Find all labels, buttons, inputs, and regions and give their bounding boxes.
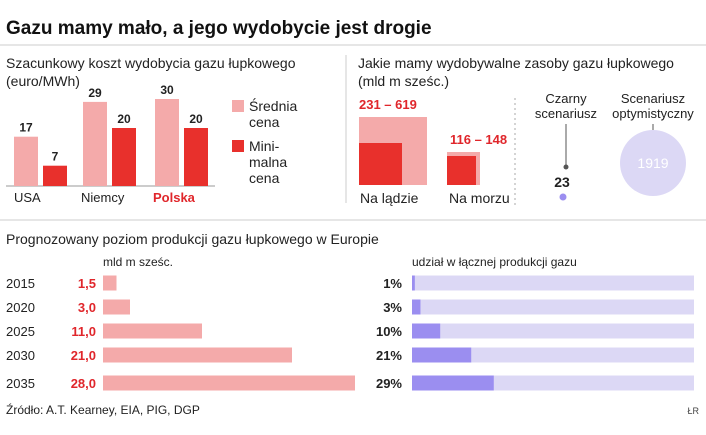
production-value: 3,0 — [78, 300, 96, 315]
source-note: Źródło: A.T. Kearney, EIA, PIG, DGP — [6, 402, 200, 417]
cost-category-label: Niemcy — [81, 190, 125, 205]
sea-reserve: 116 – 148 Na morzu — [447, 132, 510, 206]
legend-swatch — [232, 100, 244, 112]
production-bar — [103, 299, 130, 315]
production-bar — [103, 275, 117, 291]
production-bar — [103, 375, 355, 391]
share-value: 29% — [376, 376, 402, 391]
production-rows: 2015 1,5 1% 2020 3,0 3% 2025 11,0 10% 2030 21,0 21%… — [6, 275, 694, 391]
black-scenario-label-1: Czarny — [545, 91, 587, 106]
main-title: Gazu mamy mało, a jego wydobycie jest dr… — [6, 18, 432, 39]
optimistic-scenario: Scenariusz optymistyczny 1919 — [612, 91, 694, 196]
production-year: 2035 — [6, 376, 35, 391]
land-range-label: 231 – 619 — [359, 97, 417, 112]
production-title: Prognozowany poziom produkcji gazu łupko… — [6, 231, 379, 247]
cost-value-label: 20 — [117, 112, 131, 126]
share-bar — [412, 299, 421, 315]
production-bar — [103, 323, 202, 339]
black-scenario-leader-dot — [563, 164, 569, 170]
black-scenario-value: 23 — [554, 174, 570, 190]
reserves-panel: Jakie mamy wydobywalne zasoby gazu łupko… — [358, 55, 694, 206]
cost-value-label: 20 — [189, 112, 203, 126]
optimistic-bubble — [620, 130, 686, 196]
cost-bars: 17 7 USA 29 20 Niemcy 30 20 Polska — [14, 83, 208, 205]
cost-bar-polska-avg — [155, 99, 179, 186]
share-track — [412, 275, 694, 291]
cost-value-label: 17 — [19, 121, 33, 135]
optimistic-label-1: Scenariusz — [621, 91, 685, 106]
legend-label: cena — [249, 114, 280, 130]
legend-label: cena — [249, 170, 280, 186]
production-value: 1,5 — [78, 276, 96, 291]
optimistic-label-2: optymistyczny — [612, 106, 694, 121]
production-value: 11,0 — [71, 324, 96, 339]
black-scenario: Czarny scenariusz 23 — [535, 91, 597, 201]
share-bar — [412, 375, 494, 391]
cost-value-label: 29 — [88, 86, 102, 100]
share-track — [412, 299, 694, 315]
cost-bar-niemcy-min — [112, 128, 136, 186]
production-bar — [103, 347, 292, 363]
production-track — [103, 275, 355, 291]
share-bar — [412, 347, 472, 363]
production-year: 2015 — [6, 276, 35, 291]
cost-title: Szacunkowy koszt wydobycia gazu łupkoweg… — [6, 55, 296, 71]
cost-panel: Szacunkowy koszt wydobycia gazu łupkoweg… — [6, 55, 297, 205]
production-year: 2025 — [6, 324, 35, 339]
cost-category-label: Polska — [153, 190, 196, 205]
share-bar — [412, 275, 415, 291]
cost-bar-usa-avg — [14, 136, 38, 186]
land-label: Na lądzie — [360, 190, 419, 206]
sea-range-label: 116 – 148 — [450, 132, 507, 147]
share-value: 1% — [383, 276, 402, 291]
cost-bar-usa-min — [43, 165, 67, 186]
share-track — [412, 347, 694, 363]
sea-min-square — [447, 156, 476, 185]
cost-bar-polska-min — [184, 128, 208, 186]
share-track — [412, 323, 694, 339]
production-panel: Prognozowany poziom produkcji gazu łupko… — [6, 231, 694, 391]
production-value: 21,0 — [71, 348, 96, 363]
production-year: 2030 — [6, 348, 35, 363]
legend-label: Mini- — [249, 138, 280, 154]
production-track — [103, 299, 355, 315]
sea-label: Na morzu — [449, 190, 510, 206]
black-scenario-label-2: scenariusz — [535, 106, 597, 121]
legend-label: Średnia — [249, 97, 297, 114]
optimistic-value: 1919 — [637, 155, 668, 171]
cost-unit: (euro/MWh) — [6, 73, 80, 89]
production-col-right: udział w łącznej produkcji gazu — [412, 255, 577, 269]
reserves-title: Jakie mamy wydobywalne zasoby gazu łupko… — [358, 55, 674, 71]
cost-category-label: USA — [14, 190, 41, 205]
land-reserve: 231 – 619 Na lądzie — [359, 97, 427, 206]
reserves-unit: (mld m sześc.) — [358, 73, 449, 89]
production-year: 2020 — [6, 300, 35, 315]
legend-swatch — [232, 140, 244, 152]
production-value: 28,0 — [71, 376, 96, 391]
cost-bar-niemcy-avg — [83, 101, 107, 186]
cost-value-label: 7 — [52, 150, 59, 164]
legend-label: malna — [249, 154, 287, 170]
share-value: 3% — [383, 300, 402, 315]
black-scenario-bubble — [559, 193, 567, 201]
land-min-square — [359, 143, 402, 185]
share-bar — [412, 323, 441, 339]
production-col-left: mld m sześc. — [103, 255, 173, 269]
credit: ŁR — [687, 406, 699, 416]
share-value: 21% — [376, 348, 402, 363]
share-value: 10% — [376, 324, 402, 339]
cost-value-label: 30 — [160, 83, 174, 97]
